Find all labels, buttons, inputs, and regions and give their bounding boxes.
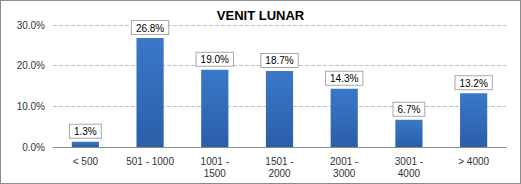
svg-text:3000: 3000 (333, 168, 356, 179)
svg-text:1001 -: 1001 - (201, 156, 229, 167)
svg-text:1501 -: 1501 - (265, 156, 293, 167)
svg-text:13.2%: 13.2% (459, 78, 487, 89)
svg-text:3001 -: 3001 - (395, 156, 423, 167)
svg-text:26.8%: 26.8% (136, 23, 164, 34)
svg-text:4000: 4000 (398, 168, 421, 179)
svg-text:> 4000: > 4000 (458, 156, 489, 167)
svg-text:19.0%: 19.0% (201, 54, 229, 65)
svg-text:14.3%: 14.3% (330, 73, 358, 84)
svg-text:< 500: < 500 (73, 156, 99, 167)
svg-text:30.0%: 30.0% (17, 20, 45, 31)
svg-text:20.0%: 20.0% (17, 60, 45, 71)
svg-text:10.0%: 10.0% (17, 101, 45, 112)
svg-text:0.0%: 0.0% (22, 142, 45, 153)
svg-text:501 - 1000: 501 - 1000 (126, 156, 174, 167)
svg-text:1.3%: 1.3% (74, 126, 97, 137)
svg-text:2001 -: 2001 - (330, 156, 358, 167)
svg-text:1500: 1500 (204, 168, 227, 179)
svg-text:2000: 2000 (268, 168, 291, 179)
svg-text:VENIT LUNAR: VENIT LUNAR (217, 8, 305, 23)
svg-text:6.7%: 6.7% (398, 104, 421, 115)
svg-text:18.7%: 18.7% (265, 55, 293, 66)
